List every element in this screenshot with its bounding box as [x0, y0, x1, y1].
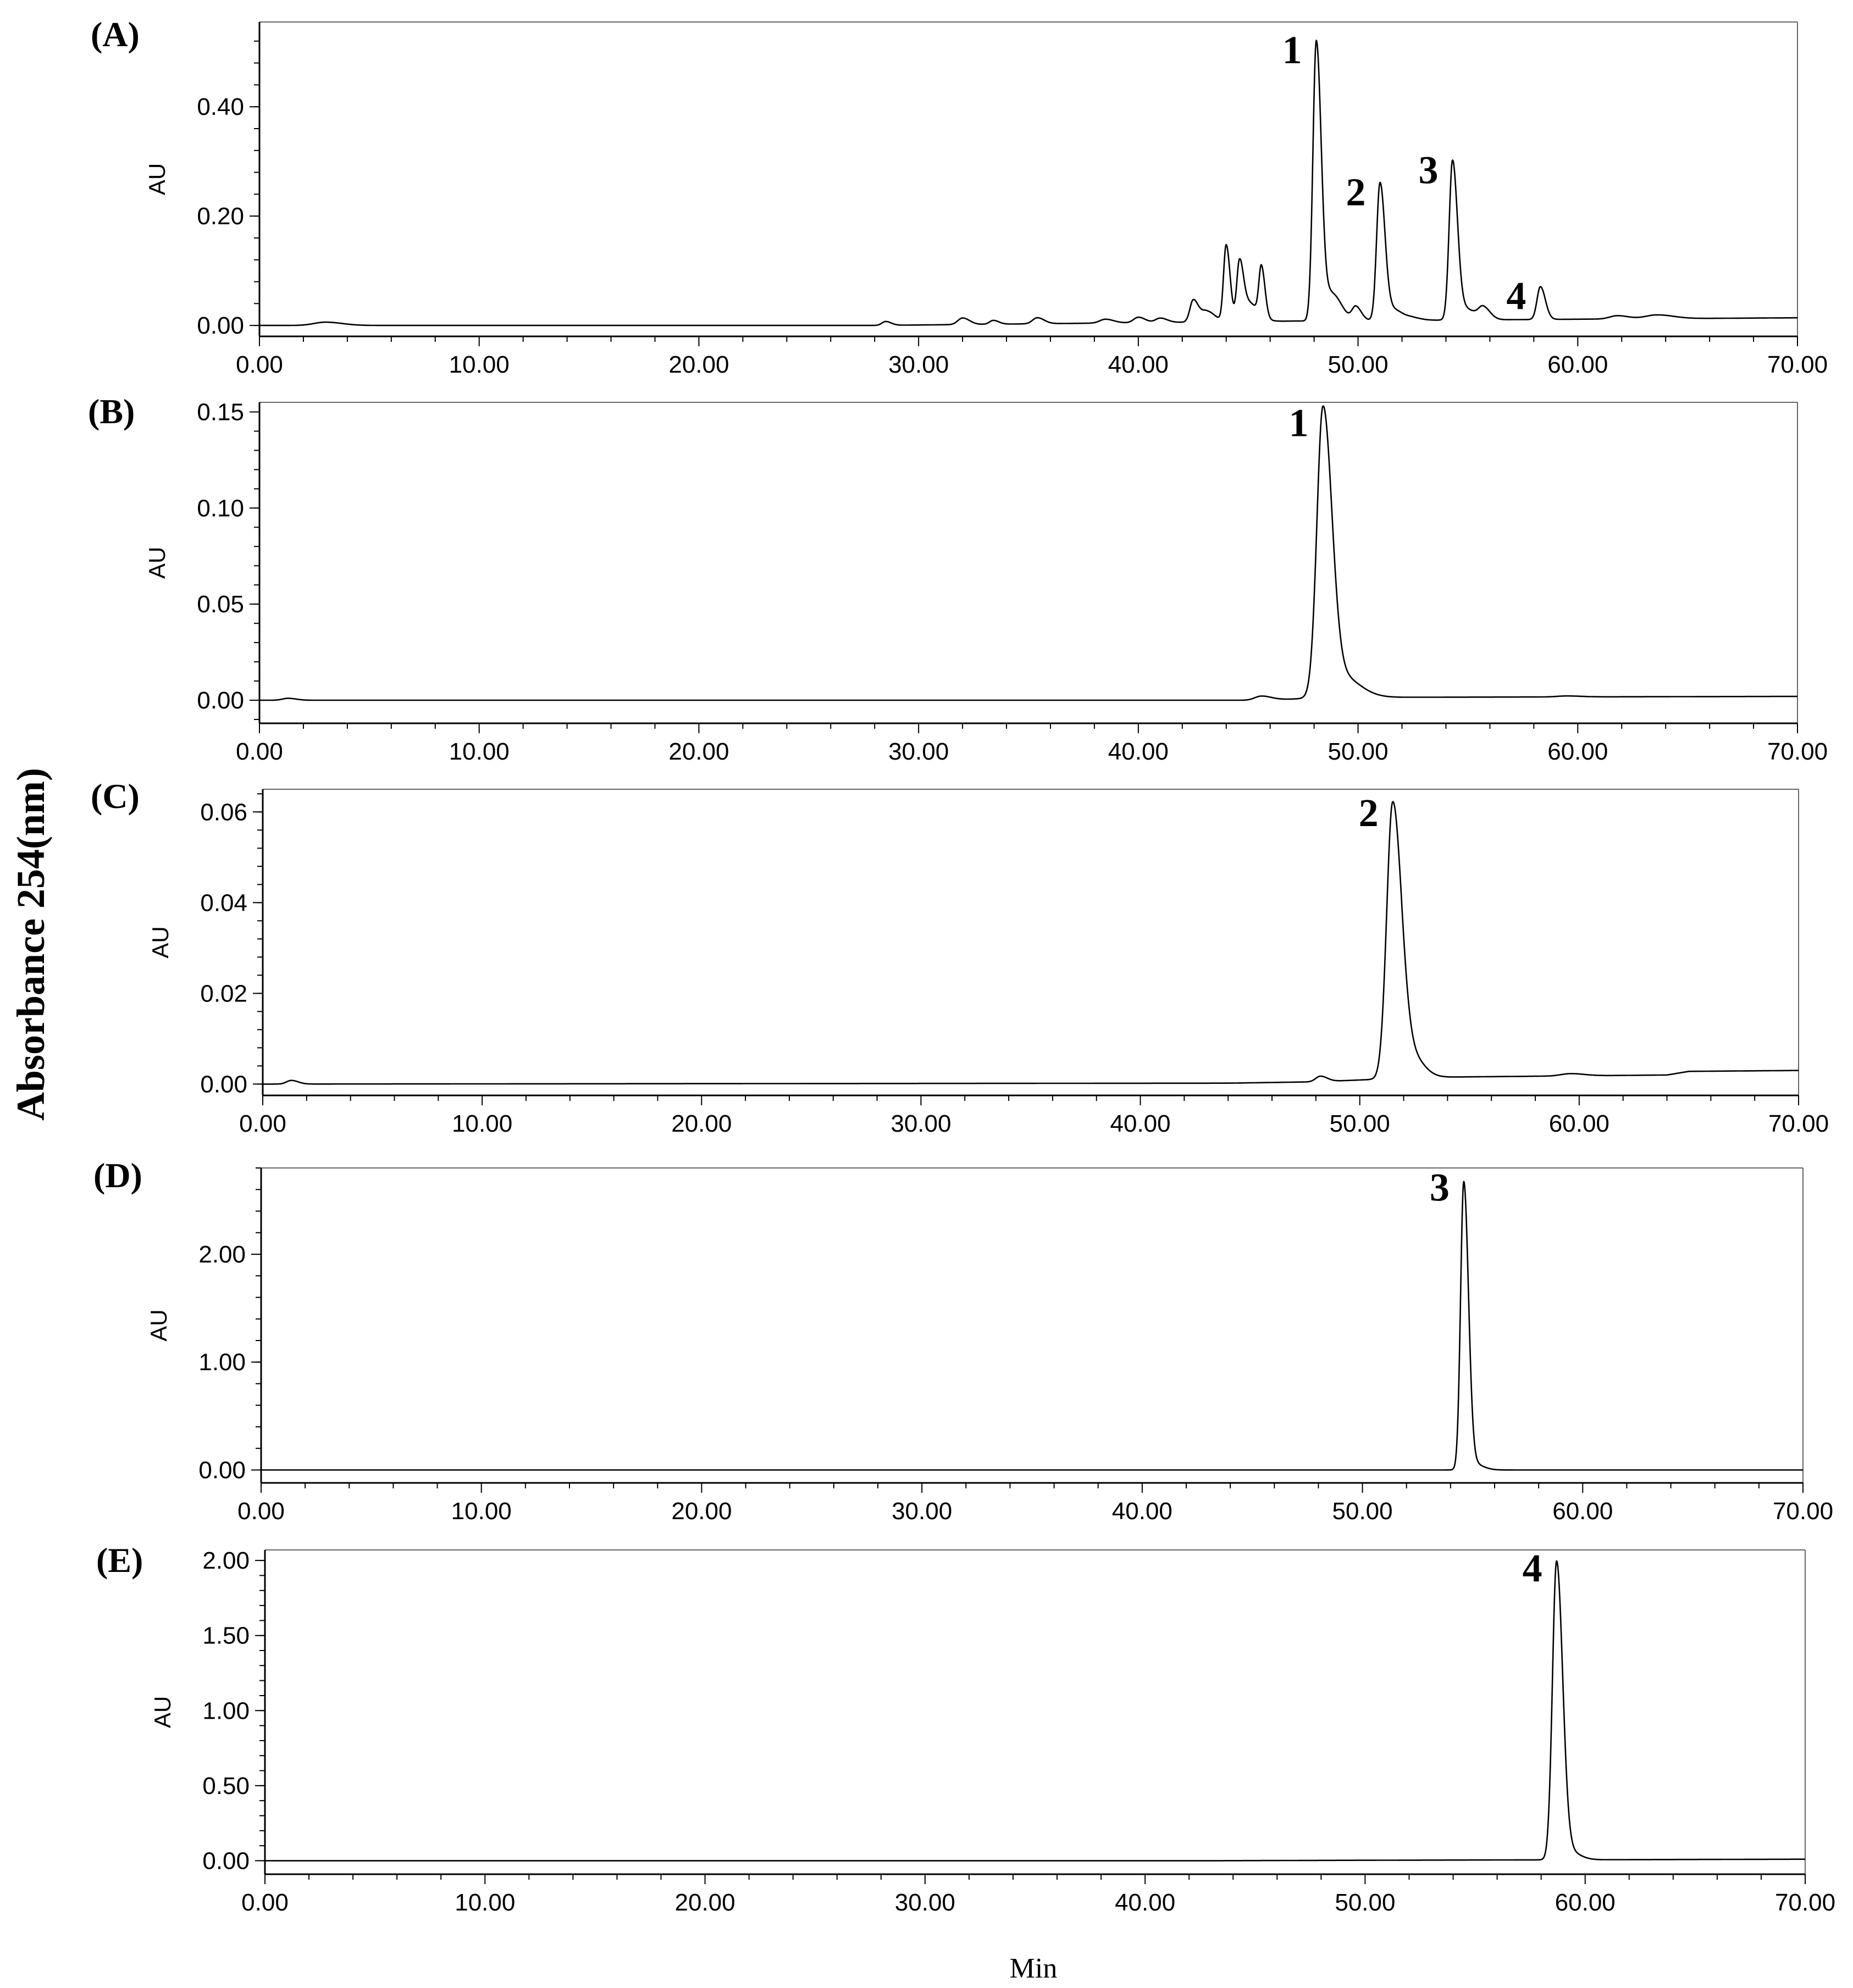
- x-tick-label: 30.00: [888, 738, 949, 765]
- x-tick-label: 70.00: [1775, 1889, 1835, 1916]
- x-tick-label: 20.00: [671, 1110, 732, 1137]
- global-x-axis-label: Min: [1010, 1953, 1058, 1984]
- x-tick-label: 40.00: [1108, 738, 1169, 765]
- y-axis-unit: AU: [144, 547, 170, 579]
- peak-label: 2: [1346, 170, 1366, 214]
- x-tick-label: 70.00: [1767, 351, 1828, 378]
- panel-letter: (B): [88, 392, 135, 431]
- x-tick-label: 0.00: [236, 738, 283, 765]
- x-tick-label: 10.00: [449, 738, 510, 765]
- x-tick-label: 0.00: [237, 1498, 285, 1525]
- x-tick-label: 0.00: [236, 351, 283, 378]
- chromatogram-trace: [259, 405, 1798, 701]
- x-tick-label: 40.00: [1108, 351, 1169, 378]
- y-axis-unit: AU: [146, 1309, 172, 1341]
- x-tick-label: 60.00: [1547, 351, 1608, 378]
- peak-label: 2: [1359, 791, 1379, 835]
- y-tick-label: 1.00: [202, 1697, 250, 1724]
- y-tick-label: 0.10: [197, 495, 244, 522]
- x-tick-label: 30.00: [892, 1498, 952, 1525]
- y-tick-label: 0.06: [200, 799, 247, 826]
- x-tick-label: 60.00: [1547, 738, 1608, 765]
- x-tick-label: 60.00: [1552, 1498, 1613, 1525]
- x-tick-label: 70.00: [1767, 738, 1828, 765]
- x-tick-label: 30.00: [895, 1889, 955, 1916]
- y-axis-unit: AU: [147, 926, 173, 958]
- panel-letter: (D): [93, 1156, 142, 1195]
- peak-label: 3: [1430, 1165, 1450, 1209]
- chart-panel: 0.00 10.00 20.00 30.00 40.00 50.00 60.00 70.000…: [88, 392, 1828, 765]
- x-tick-label: 30.00: [890, 1110, 951, 1137]
- x-tick-label: 60.00: [1555, 1889, 1616, 1916]
- y-axis-unit: AU: [150, 1696, 175, 1728]
- y-tick-label: 0.00: [197, 687, 244, 714]
- chromatogram-trace: [264, 1560, 1806, 1862]
- x-tick-label: 50.00: [1330, 1110, 1390, 1137]
- y-tick-label: 0.05: [197, 591, 244, 618]
- panel-letter: (C): [91, 777, 140, 816]
- y-tick-label: 0.04: [200, 889, 247, 916]
- x-tick-label: 20.00: [675, 1889, 735, 1916]
- chromatogram-trace: [262, 801, 1799, 1085]
- peak-label: 1: [1289, 401, 1309, 445]
- x-tick-label: 40.00: [1110, 1110, 1171, 1137]
- y-tick-label: 1.50: [202, 1622, 250, 1649]
- chart-panel: 0.00 10.00 20.00 30.00 40.00 50.00 60.00 70.000…: [91, 777, 1829, 1137]
- y-tick-label: 0.00: [202, 1847, 250, 1874]
- x-tick-label: 0.00: [239, 1110, 286, 1137]
- x-tick-label: 40.00: [1112, 1498, 1172, 1525]
- y-tick-label: 0.40: [197, 93, 244, 120]
- x-tick-label: 10.00: [455, 1889, 515, 1916]
- panel-letter: (E): [96, 1541, 143, 1580]
- y-tick-label: 0.00: [200, 1071, 247, 1098]
- x-tick-label: 0.00: [241, 1889, 289, 1916]
- y-tick-label: 0.02: [200, 980, 247, 1007]
- peak-label: 4: [1506, 274, 1526, 318]
- y-tick-label: 0.50: [202, 1773, 250, 1799]
- chart-panel: 0.00 10.00 20.00 30.00 40.00 50.00 60.00 70.000…: [91, 15, 1828, 378]
- panels-group: 0.00 10.00 20.00 30.00 40.00 50.00 60.00 70.000…: [88, 15, 1835, 1916]
- x-tick-label: 50.00: [1332, 1498, 1393, 1525]
- x-tick-label: 50.00: [1328, 738, 1389, 765]
- x-tick-label: 70.00: [1768, 1110, 1829, 1137]
- y-tick-label: 1.00: [198, 1349, 246, 1376]
- x-tick-label: 10.00: [452, 1110, 512, 1137]
- chromatogram-trace: [261, 1181, 1804, 1471]
- y-tick-label: 0.20: [197, 203, 244, 230]
- x-tick-label: 10.00: [449, 351, 510, 378]
- global-y-axis-label: Absorbance 254(nm): [9, 768, 53, 1121]
- y-tick-label: 2.00: [202, 1547, 250, 1574]
- y-axis-unit: AU: [144, 163, 170, 195]
- chart-panel: 0.00 10.00 20.00 30.00 40.00 50.00 60.00 70.000…: [96, 1541, 1835, 1916]
- y-tick-label: 2.00: [198, 1241, 246, 1268]
- x-tick-label: 30.00: [888, 351, 949, 378]
- x-tick-label: 50.00: [1335, 1889, 1395, 1916]
- peak-label: 1: [1282, 28, 1302, 72]
- x-tick-label: 20.00: [668, 351, 729, 378]
- x-tick-label: 50.00: [1328, 351, 1389, 378]
- chart-panel: 0.00 10.00 20.00 30.00 40.00 50.00 60.00 70.00 0…: [93, 1156, 1833, 1525]
- x-tick-label: 20.00: [668, 738, 729, 765]
- peak-label: 4: [1523, 1546, 1542, 1590]
- x-tick-label: 40.00: [1115, 1889, 1175, 1916]
- peak-label: 3: [1418, 148, 1438, 192]
- chromatogram-trace: [259, 40, 1798, 326]
- y-tick-label: 0.00: [197, 312, 244, 339]
- x-tick-label: 20.00: [671, 1498, 732, 1525]
- panel-letter: (A): [91, 15, 140, 54]
- y-tick-label: 0.15: [197, 398, 244, 425]
- x-tick-label: 70.00: [1773, 1498, 1833, 1525]
- x-tick-label: 60.00: [1549, 1110, 1609, 1137]
- y-tick-label: 0.00: [198, 1457, 246, 1483]
- x-tick-label: 10.00: [451, 1498, 512, 1525]
